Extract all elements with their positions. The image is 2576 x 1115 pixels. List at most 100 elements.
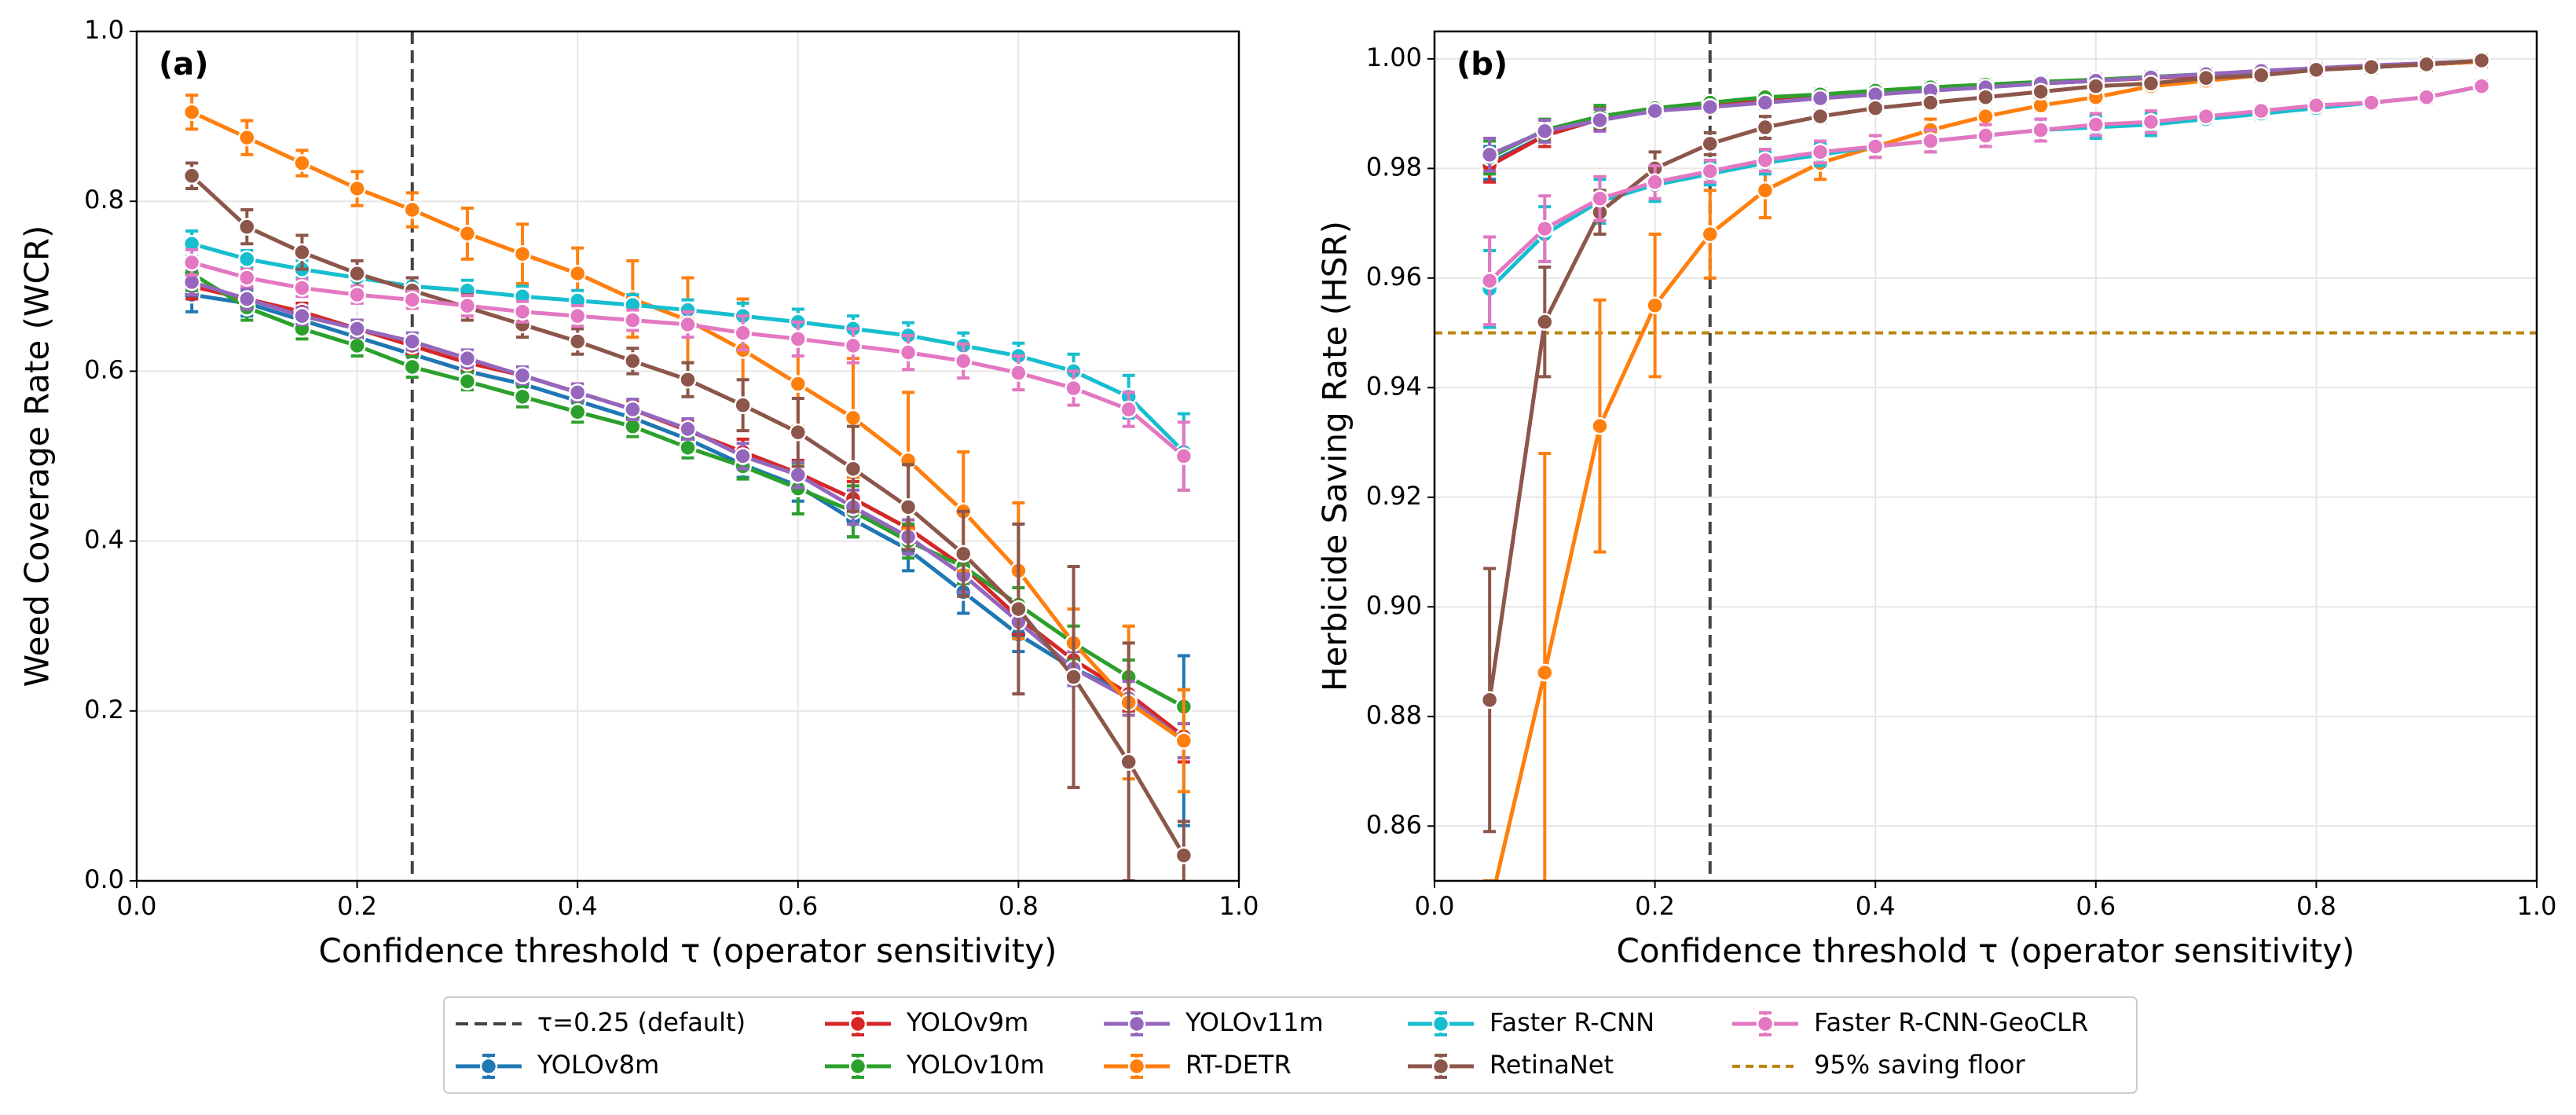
marker (1480, 145, 1499, 164)
legend-item: YOLOv10m (825, 1050, 1045, 1080)
marker (2362, 58, 2380, 76)
legend-item: YOLOv11m (1104, 1007, 1324, 1037)
marker (1756, 182, 1775, 200)
legend-label: YOLOv11m (1185, 1007, 1324, 1037)
legend-swatch (1431, 1014, 1450, 1033)
y-axis-label: Herbicide Saving Rate (HSR) (1316, 221, 1354, 691)
marker (2472, 51, 2491, 70)
legend-label: τ=0.25 (default) (537, 1007, 746, 1037)
marker (2197, 107, 2215, 126)
marker (568, 306, 587, 325)
marker (1977, 88, 1995, 106)
marker (789, 466, 808, 484)
marker (182, 253, 201, 272)
marker (1922, 132, 1940, 150)
marker (182, 103, 201, 121)
marker (624, 311, 642, 329)
marker (1591, 111, 1609, 130)
marker (1646, 173, 1664, 192)
marker (2142, 112, 2160, 131)
legend-item: YOLOv9m (825, 1007, 1028, 1037)
marker (513, 387, 532, 406)
marker (955, 352, 973, 370)
legend-label: Faster R-CNN-GeoCLR (1814, 1007, 2088, 1037)
x-tick-label: 0.0 (1415, 891, 1455, 921)
marker (403, 358, 421, 376)
marker (789, 423, 808, 442)
legend-label: YOLOv9m (906, 1007, 1028, 1037)
marker (789, 330, 808, 348)
marker (568, 264, 587, 283)
marker (1756, 151, 1775, 170)
x-axis-label: Confidence threshold τ (operator sensiti… (319, 932, 1057, 970)
legend-label: RetinaNet (1490, 1050, 1614, 1080)
marker (238, 128, 256, 147)
marker (2252, 101, 2270, 120)
marker (734, 396, 752, 414)
legend-swatch (848, 1014, 867, 1033)
legend-label: Faster R-CNN (1490, 1007, 1654, 1037)
x-axis-label: Confidence threshold τ (operator sensiti… (1617, 932, 2355, 970)
marker (238, 250, 256, 268)
plot-area (182, 31, 1193, 881)
marker (568, 332, 587, 350)
legend-swatch (1127, 1057, 1146, 1076)
y-tick-label: 0.2 (84, 695, 124, 724)
marker (568, 383, 587, 402)
marker (789, 375, 808, 393)
plot-area (1435, 31, 2537, 881)
marker (513, 303, 532, 321)
marker (2417, 55, 2435, 74)
legend-item: RetinaNet (1408, 1050, 1614, 1080)
marker (899, 343, 918, 361)
panel-label: (b) (1457, 46, 1508, 83)
marker (1866, 138, 1885, 156)
marker (1701, 134, 1719, 153)
x-tick-label: 0.4 (558, 891, 598, 921)
legend-label: 95% saving floor (1814, 1050, 2025, 1080)
marker (679, 438, 697, 457)
marker (1977, 127, 1995, 145)
marker (458, 349, 477, 368)
marker (1756, 118, 1775, 137)
x-tick-label: 0.8 (999, 891, 1039, 921)
marker (293, 154, 311, 172)
legend-swatch (1127, 1014, 1146, 1033)
marker (348, 320, 366, 338)
marker (1591, 189, 1609, 207)
marker (1811, 89, 1830, 108)
marker (955, 545, 973, 563)
marker (679, 315, 697, 334)
y-tick-label: 0.92 (1366, 481, 1422, 511)
y-tick-label: 0.90 (1366, 590, 1422, 620)
marker (679, 370, 697, 389)
marker (348, 179, 366, 198)
marker (1701, 97, 1719, 116)
marker (403, 291, 421, 309)
marker (624, 352, 642, 370)
marker (1701, 225, 1719, 244)
legend-label: YOLOv8m (537, 1050, 659, 1080)
y-tick-label: 0.6 (84, 354, 124, 384)
marker (1480, 691, 1499, 710)
marker (1977, 107, 1995, 126)
marker (1591, 416, 1609, 435)
marker (2032, 121, 2050, 139)
marker (1480, 272, 1499, 290)
marker (2142, 75, 2160, 93)
marker (1119, 753, 1138, 771)
y-axis-label: Weed Coverage Rate (WCR) (18, 226, 57, 688)
marker (1701, 162, 1719, 181)
y-tick-label: 0.96 (1366, 262, 1422, 292)
marker (1064, 668, 1083, 686)
legend-swatch (1431, 1057, 1450, 1076)
marker (2472, 77, 2491, 95)
marker (1174, 447, 1193, 465)
y-tick-label: 0.94 (1366, 371, 1422, 401)
x-tick-label: 0.6 (2076, 891, 2116, 921)
x-tick-label: 0.2 (337, 891, 377, 921)
panel-label: (a) (159, 46, 209, 83)
marker (2417, 88, 2435, 106)
